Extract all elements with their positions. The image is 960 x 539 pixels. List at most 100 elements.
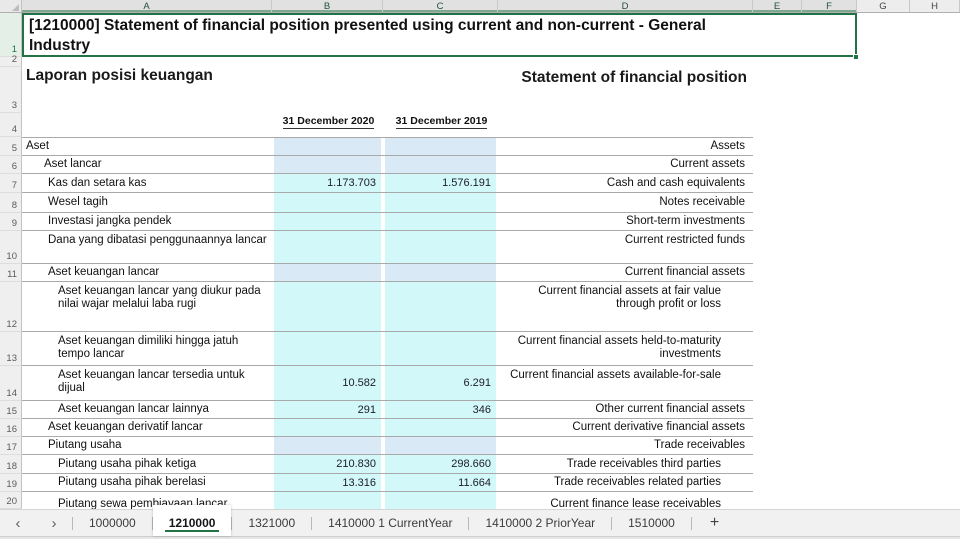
value-cell-2019[interactable]: 346: [383, 401, 498, 418]
sheet-tab-1510000[interactable]: 1510000: [612, 510, 691, 536]
value-cell-2020[interactable]: [272, 332, 383, 365]
cell-d3[interactable]: Statement of financial position: [498, 67, 753, 113]
line-item-cell-indonesian[interactable]: Piutang usaha pihak ketiga: [22, 455, 272, 473]
cell-d4[interactable]: [498, 113, 753, 137]
line-item-cell-indonesian[interactable]: Piutang usaha pihak berelasi: [22, 474, 272, 491]
line-item-cell-english[interactable]: Other current financial assets: [498, 401, 753, 418]
selected-title-cell[interactable]: [1210000] Statement of financial positio…: [22, 13, 857, 57]
line-item-cell-english[interactable]: Current financial assets held-to-maturit…: [498, 332, 753, 365]
line-item-cell-indonesian[interactable]: Aset keuangan lancar lainnya: [22, 401, 272, 418]
cell-c3[interactable]: [383, 67, 498, 113]
cell-a3[interactable]: Laporan posisi keuangan: [22, 67, 272, 113]
sheet-tab-1321000[interactable]: 1321000: [232, 510, 311, 536]
line-item-cell-english[interactable]: Short-term investments: [498, 213, 753, 230]
line-item-cell-english[interactable]: Trade receivables: [498, 437, 753, 454]
row-number-13[interactable]: 13: [0, 332, 22, 366]
value-cell-2020[interactable]: [272, 492, 383, 509]
value-cell-2019[interactable]: [383, 332, 498, 365]
row-number-20[interactable]: 20: [0, 492, 22, 509]
row-number-7[interactable]: 7: [0, 174, 22, 193]
line-item-cell-english[interactable]: Trade receivables related parties: [498, 474, 753, 491]
column-header-g[interactable]: G: [857, 0, 910, 12]
line-item-cell-english[interactable]: Current finance lease receivables: [498, 492, 753, 509]
add-sheet-button[interactable]: +: [709, 514, 720, 531]
date-header-2020[interactable]: 31 December 2020: [272, 113, 385, 137]
line-item-cell-indonesian[interactable]: Kas dan setara kas: [22, 174, 272, 192]
line-item-cell-indonesian[interactable]: Wesel tagih: [22, 193, 272, 212]
row-number-5[interactable]: 5: [0, 137, 22, 156]
row-number-6[interactable]: 6: [0, 156, 22, 174]
line-item-cell-english[interactable]: Current financial assets at fair value t…: [498, 282, 753, 331]
value-cell-2020[interactable]: [272, 156, 383, 173]
sheet-tab-1000000[interactable]: 1000000: [73, 510, 152, 536]
value-cell-2020[interactable]: 1.173.703: [272, 174, 383, 192]
column-header-c[interactable]: C: [383, 0, 498, 12]
value-cell-2019[interactable]: [383, 264, 498, 281]
line-item-cell-english[interactable]: Assets: [498, 138, 753, 155]
value-cell-2019[interactable]: [383, 231, 498, 263]
value-cell-2019[interactable]: [383, 193, 498, 212]
value-cell-2019[interactable]: [383, 282, 498, 331]
value-cell-2020[interactable]: 13.316: [272, 474, 383, 491]
value-cell-2019[interactable]: 6.291: [383, 366, 498, 400]
row-number-16[interactable]: 16: [0, 419, 22, 437]
row-number-4[interactable]: 4: [0, 113, 22, 137]
line-item-cell-english[interactable]: Current restricted funds: [498, 231, 753, 263]
value-cell-2020[interactable]: [272, 419, 383, 436]
column-header-f[interactable]: F: [802, 0, 857, 12]
select-all-corner[interactable]: [0, 0, 22, 12]
column-header-a[interactable]: A: [22, 0, 272, 12]
line-item-cell-english[interactable]: Cash and cash equivalents: [498, 174, 753, 192]
row-number-14[interactable]: 14: [0, 366, 22, 401]
line-item-cell-indonesian[interactable]: Aset lancar: [22, 156, 272, 173]
line-item-cell-english[interactable]: Current assets: [498, 156, 753, 173]
value-cell-2019[interactable]: [383, 419, 498, 436]
value-cell-2020[interactable]: [272, 193, 383, 212]
sheet-tab-1210000[interactable]: 1210000: [152, 505, 232, 536]
value-cell-2020[interactable]: 210.830: [272, 455, 383, 473]
line-item-cell-indonesian[interactable]: Aset: [22, 138, 272, 155]
next-sheet-button[interactable]: ›: [51, 514, 57, 532]
value-cell-2019[interactable]: [383, 156, 498, 173]
row-number-9[interactable]: 9: [0, 213, 22, 231]
column-header-e[interactable]: E: [753, 0, 802, 12]
line-item-cell-indonesian[interactable]: Piutang usaha: [22, 437, 272, 454]
row-number-3[interactable]: 3: [0, 67, 22, 113]
column-header-d[interactable]: D: [498, 0, 753, 12]
value-cell-2019[interactable]: 298.660: [383, 455, 498, 473]
value-cell-2019[interactable]: [383, 213, 498, 230]
value-cell-2020[interactable]: [272, 213, 383, 230]
row-number-11[interactable]: 11: [0, 264, 22, 282]
column-header-b[interactable]: B: [272, 0, 383, 12]
prev-sheet-button[interactable]: ‹: [15, 514, 21, 532]
value-cell-2019[interactable]: [383, 437, 498, 454]
row-number-12[interactable]: 12: [0, 282, 22, 332]
line-item-cell-english[interactable]: Trade receivables third parties: [498, 455, 753, 473]
sheet-tab-1410000-2-prioryear[interactable]: 1410000 2 PriorYear: [469, 510, 611, 536]
value-cell-2020[interactable]: [272, 282, 383, 331]
value-cell-2019[interactable]: [383, 492, 498, 509]
line-item-cell-indonesian[interactable]: Dana yang dibatasi penggunaannya lancar: [22, 231, 272, 263]
value-cell-2020[interactable]: 291: [272, 401, 383, 418]
value-cell-2019[interactable]: 11.664: [383, 474, 498, 491]
line-item-cell-english[interactable]: Notes receivable: [498, 193, 753, 212]
row-number-1[interactable]: 1: [0, 13, 22, 57]
value-cell-2019[interactable]: 1.576.191: [383, 174, 498, 192]
row-number-2[interactable]: 2: [0, 54, 22, 67]
value-cell-2020[interactable]: [272, 138, 383, 155]
sheet-tab-1410000-1-currentyear[interactable]: 1410000 1 CurrentYear: [312, 510, 468, 536]
row-number-8[interactable]: 8: [0, 193, 22, 213]
line-item-cell-english[interactable]: Current financial assets: [498, 264, 753, 281]
value-cell-2020[interactable]: [272, 264, 383, 281]
line-item-cell-indonesian[interactable]: Investasi jangka pendek: [22, 213, 272, 230]
column-header-h[interactable]: H: [910, 0, 960, 12]
line-item-cell-english[interactable]: Current derivative financial assets: [498, 419, 753, 436]
line-item-cell-indonesian[interactable]: Aset keuangan lancar yang diukur pada ni…: [22, 282, 272, 331]
line-item-cell-indonesian[interactable]: Aset keuangan lancar tersedia untuk diju…: [22, 366, 272, 400]
line-item-cell-indonesian[interactable]: Aset keuangan lancar: [22, 264, 272, 281]
value-cell-2020[interactable]: 10.582: [272, 366, 383, 400]
selection-fill-handle[interactable]: [853, 54, 859, 60]
cell-a4[interactable]: [22, 113, 272, 137]
row-number-15[interactable]: 15: [0, 401, 22, 419]
cell-b3[interactable]: [272, 67, 383, 113]
